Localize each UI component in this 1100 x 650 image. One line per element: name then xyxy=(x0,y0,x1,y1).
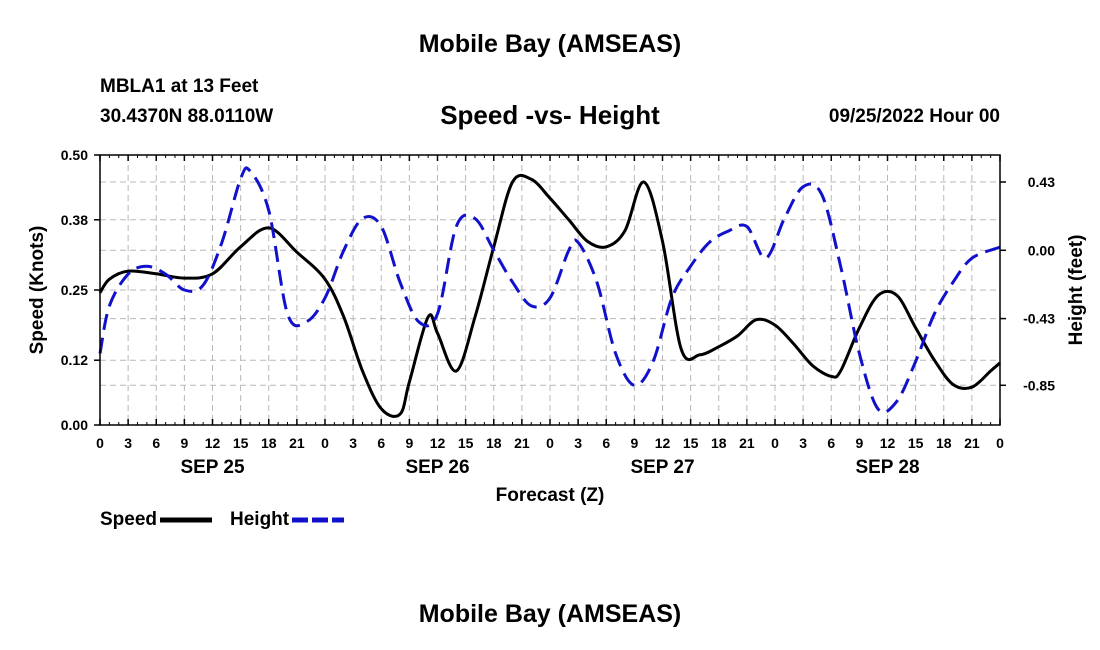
x-tick-label: 6 xyxy=(827,435,835,451)
chart-subtitle: Speed -vs- Height xyxy=(440,100,660,130)
x-tick-label: 18 xyxy=(486,435,502,451)
x-tick-label: 15 xyxy=(908,435,924,451)
legend-speed-label: Speed xyxy=(100,509,157,530)
x-tick-label: 12 xyxy=(430,435,446,451)
x-tick-label: 21 xyxy=(739,435,755,451)
x-tick-label: 15 xyxy=(233,435,249,451)
chart-title: Mobile Bay (AMSEAS) xyxy=(418,30,682,58)
x-tick-label: 0 xyxy=(546,435,554,451)
right-tick-label: -0.85 xyxy=(1023,377,1055,393)
left-tick-label: 0.50 xyxy=(61,147,88,163)
left-tick-label: 0.00 xyxy=(61,417,88,433)
x-tick-label: 0 xyxy=(996,435,1004,451)
x-tick-label: 9 xyxy=(630,435,638,451)
x-tick-label: 0 xyxy=(96,435,104,451)
station-label: MBLA1 at 13 Feet xyxy=(100,76,259,97)
x-tick-label: 21 xyxy=(289,435,305,451)
left-axis-label: Speed (Knots) xyxy=(27,226,48,355)
x-tick-label: 12 xyxy=(880,435,896,451)
x-tick-label: 15 xyxy=(683,435,699,451)
series-line-height xyxy=(98,166,1001,414)
footer-title: Mobile Bay (AMSEAS) xyxy=(418,600,682,628)
grid xyxy=(100,155,1000,425)
x-tick-label: 9 xyxy=(405,435,413,451)
x-tick-label: 6 xyxy=(602,435,610,451)
right-tick-label: 0.00 xyxy=(1028,242,1055,258)
x-tick-label: 6 xyxy=(152,435,160,451)
day-label: SEP 28 xyxy=(855,457,919,478)
x-tick-label: 18 xyxy=(261,435,277,451)
left-tick-label: 0.12 xyxy=(61,352,88,368)
x-tick-label: 3 xyxy=(349,435,357,451)
series-lines xyxy=(98,166,1001,418)
day-label: SEP 27 xyxy=(630,457,694,478)
legend: Speed Height xyxy=(100,509,344,530)
day-label: SEP 25 xyxy=(180,457,245,478)
legend-height-label: Height xyxy=(230,509,290,530)
x-tick-label: 3 xyxy=(124,435,132,451)
x-tick-label: 18 xyxy=(711,435,727,451)
x-tick-label: 0 xyxy=(321,435,329,451)
left-tick-label: 0.25 xyxy=(61,282,88,298)
axis-ticks: 0 3 6 9 12 15 18 21 0 3 6 9 12 15 18 21 0 3 6 9 12 15 18 21 0 3 6 9… xyxy=(61,147,1055,478)
x-tick-label: 9 xyxy=(180,435,188,451)
left-tick-label: 0.38 xyxy=(61,212,88,228)
x-tick-label: 21 xyxy=(514,435,530,451)
x-tick-label: 6 xyxy=(377,435,385,451)
right-axis-label: Height (feet) xyxy=(1066,235,1087,346)
x-tick-label: 12 xyxy=(205,435,221,451)
x-tick-label: 3 xyxy=(574,435,582,451)
series-line-speed xyxy=(98,173,1001,418)
right-tick-label: -0.43 xyxy=(1023,311,1055,327)
x-tick-label: 9 xyxy=(855,435,863,451)
station-coordinates: 30.4370N 88.0110W xyxy=(100,106,274,127)
day-label: SEP 26 xyxy=(405,457,469,478)
x-axis-label: Forecast (Z) xyxy=(496,485,605,506)
x-tick-label: 0 xyxy=(771,435,779,451)
x-tick-label: 3 xyxy=(799,435,807,451)
x-tick-label: 21 xyxy=(964,435,980,451)
x-tick-label: 12 xyxy=(655,435,671,451)
x-tick-label: 18 xyxy=(936,435,952,451)
right-tick-label: 0.43 xyxy=(1028,174,1055,190)
forecast-datetime: 09/25/2022 Hour 00 xyxy=(828,106,1000,127)
x-tick-label: 15 xyxy=(458,435,474,451)
